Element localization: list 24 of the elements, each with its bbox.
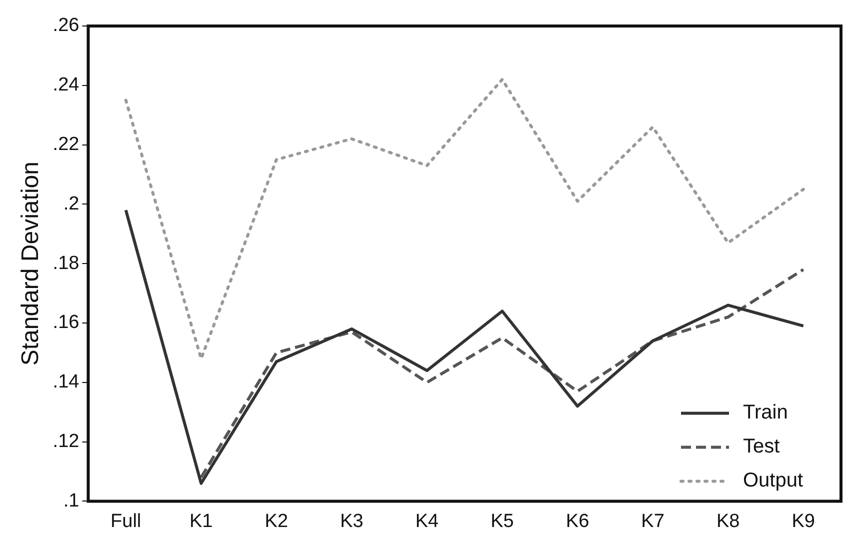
line-series [124,78,805,360]
y-axis-title: Standard Deviation [17,162,44,366]
y-tick-label: .2 [63,193,80,214]
x-tick-label: K6 [566,510,590,532]
legend-label: Output [743,470,804,492]
y-tick-label: .26 [52,15,80,36]
x-tick-label: K1 [190,510,213,532]
x-tick-label: K3 [340,510,364,532]
y-tick-label: .22 [52,134,80,156]
x-tick-label: K9 [792,510,815,532]
x-tick-label: Full [110,510,142,532]
x-tick-label: K8 [716,510,740,532]
x-tick-label: K2 [264,510,288,532]
x-tick-label: K4 [415,510,440,532]
y-tick-label: .12 [52,431,80,452]
y-tick-label: .1 [63,490,80,512]
y-tick-label: .24 [52,74,80,96]
x-tick-label: K5 [490,510,514,532]
x-tick-label: K7 [641,510,664,532]
y-tick-label: .16 [52,312,80,334]
legend-label: Train [743,402,788,424]
y-tick-label: .14 [52,372,80,393]
legend-label: Test [743,436,780,458]
y-tick-label: .18 [52,252,80,274]
